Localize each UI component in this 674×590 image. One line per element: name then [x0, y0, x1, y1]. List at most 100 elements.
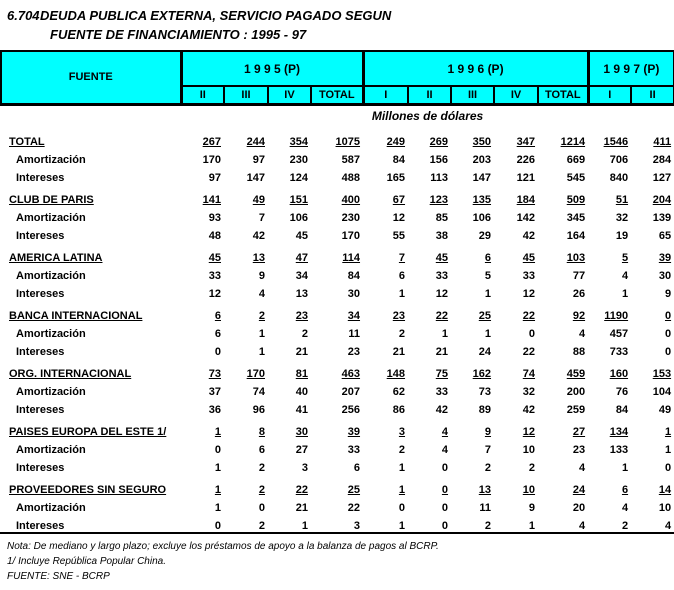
section-value-cell: 1	[398, 484, 406, 496]
footnotes: Nota: De mediano y largo plazo; excluye …	[0, 534, 674, 584]
section-value-cell: 6	[214, 310, 221, 322]
value-cell: 156	[429, 154, 449, 166]
value-cell: 345	[566, 212, 586, 224]
section-value-cell: 1	[214, 484, 221, 496]
value-cell: 284	[652, 154, 672, 166]
section-value-cell: 49	[252, 194, 265, 206]
footnote-1: 1/ Incluye República Popular China.	[7, 556, 166, 567]
value-cell: 29	[478, 230, 492, 242]
value-cell: 0	[214, 444, 221, 456]
value-cell: 86	[392, 404, 406, 416]
value-cell: 4	[578, 462, 586, 474]
value-cell: 24	[478, 346, 492, 358]
value-cell: 170	[202, 154, 221, 166]
value-cell: 133	[609, 444, 629, 456]
section-value-cell: 22	[435, 310, 449, 322]
quarter-header: I	[361, 85, 410, 106]
section-value-cell: 5	[621, 252, 629, 264]
value-cell: 142	[516, 212, 536, 224]
value-cell: 42	[522, 230, 536, 242]
value-cell: 230	[289, 154, 308, 166]
value-cell: 55	[392, 230, 406, 242]
value-cell: 226	[516, 154, 536, 166]
section-value-cell: 24	[572, 484, 586, 496]
value-cell: 207	[341, 386, 361, 398]
value-cell: 230	[341, 212, 361, 224]
section-value-cell: 8	[258, 426, 265, 438]
value-cell: 147	[472, 172, 492, 184]
corner-header-fuente: FUENTE	[0, 50, 183, 106]
table-number: 6.704	[7, 8, 40, 23]
value-cell: 42	[252, 230, 265, 242]
section-header-row: PROVEEDORES SIN SEGURO 1 2 22 25 1 0 13 10 24 6 14	[1, 474, 674, 496]
section-value-cell: 2	[258, 310, 265, 322]
section-value-cell: 244	[246, 136, 265, 148]
value-cell: 19	[615, 230, 629, 242]
value-cell: 545	[566, 172, 586, 184]
quarter-header: II	[630, 85, 674, 106]
value-cell: 97	[252, 154, 265, 166]
value-cell: 2	[528, 462, 536, 474]
data-row: Amortización 0 6 27 33 2 4 7 10 23 133 1	[1, 438, 674, 456]
value-cell: 1	[214, 462, 221, 474]
section-value-cell: 12	[522, 426, 536, 438]
section-value-cell: 267	[202, 136, 221, 148]
section-value-cell: 23	[295, 310, 308, 322]
section-value-cell: 1546	[603, 136, 629, 148]
value-cell: 36	[208, 404, 221, 416]
section-label: BANCA INTERNACIONAL	[9, 310, 143, 322]
value-cell: 164	[566, 230, 586, 242]
value-cell: 37	[208, 386, 221, 398]
value-cell: 97	[208, 172, 221, 184]
row-label: Amortización	[16, 386, 86, 398]
title-line1: DEUDA PUBLICA EXTERNA, SERVICIO PAGADO S…	[40, 8, 392, 23]
value-cell: 6	[258, 444, 265, 456]
value-cell: 20	[572, 502, 586, 514]
quarter-header: III	[223, 85, 269, 106]
value-cell: 1	[398, 462, 406, 474]
value-cell: 23	[347, 346, 361, 358]
value-cell: 38	[435, 230, 449, 242]
quarter-header: III	[450, 85, 496, 106]
data-row: Amortización 93 7 106 230 12 85 106 142 345 32 139	[1, 206, 674, 224]
value-cell: 7	[258, 212, 265, 224]
value-cell: 1	[441, 328, 449, 340]
row-label: Intereses	[16, 404, 65, 416]
value-cell: 11	[348, 328, 361, 340]
value-cell: 23	[572, 444, 586, 456]
section-value-cell: 103	[566, 252, 586, 264]
value-cell: 22	[347, 502, 361, 514]
value-cell: 488	[341, 172, 361, 184]
value-cell: 84	[392, 154, 406, 166]
data-row: Intereses 48 42 45 170 55 38 29 42 164 19 65	[1, 224, 674, 242]
section-value-cell: 400	[341, 194, 361, 206]
value-cell: 41	[295, 404, 308, 416]
section-value-cell: 34	[347, 310, 361, 322]
section-value-cell: 123	[429, 194, 449, 206]
value-cell: 259	[566, 404, 586, 416]
value-cell: 6	[398, 270, 406, 282]
section-value-cell: 7	[398, 252, 406, 264]
value-cell: 106	[289, 212, 308, 224]
section-value-cell: 354	[289, 136, 308, 148]
value-cell: 12	[522, 288, 536, 300]
value-cell: 1	[484, 328, 492, 340]
value-cell: 840	[609, 172, 629, 184]
value-cell: 0	[664, 346, 672, 358]
section-value-cell: 160	[609, 368, 629, 380]
quarter-header: IV	[493, 85, 540, 106]
section-value-cell: 269	[429, 136, 449, 148]
value-cell: 256	[341, 404, 361, 416]
page-title: 6.704 DEUDA PUBLICA EXTERNA, SERVICIO PA…	[0, 6, 674, 44]
section-value-cell: 6	[621, 484, 629, 496]
row-label: Amortización	[16, 328, 86, 340]
section-value-cell: 23	[392, 310, 406, 322]
value-cell: 1	[214, 502, 221, 514]
row-label: Intereses	[16, 288, 65, 300]
data-row: Amortización 6 1 2 11 2 1 1 0 4 457 0	[1, 322, 674, 340]
value-cell: 2	[301, 328, 308, 340]
section-value-cell: 45	[435, 252, 449, 264]
value-cell: 12	[392, 212, 406, 224]
section-value-cell: 141	[202, 194, 221, 206]
section-value-cell: 347	[516, 136, 536, 148]
